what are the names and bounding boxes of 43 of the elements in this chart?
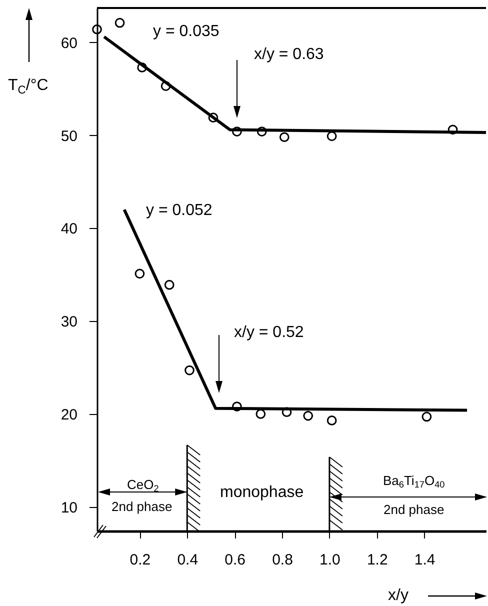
x-tick-label: 0.6 <box>224 552 246 568</box>
annotation: monophase <box>220 484 304 501</box>
point <box>232 126 242 136</box>
y-tick-label: 50 <box>60 128 78 145</box>
series-label: y = 0.052 <box>146 202 212 219</box>
x-tick-label: 0.2 <box>130 552 151 568</box>
annotation: CeO$_{2}$ <box>127 477 159 494</box>
annotation: 2nd phase <box>384 502 444 517</box>
point <box>232 402 242 412</box>
point <box>256 126 267 136</box>
point <box>326 416 337 426</box>
x-tick-label: 0.8 <box>272 552 293 568</box>
point <box>422 412 432 422</box>
x-tick-label: 1.0 <box>320 552 340 568</box>
point <box>282 407 292 418</box>
y-tick-label: 20 <box>60 406 78 424</box>
point <box>114 18 125 28</box>
point <box>256 409 266 419</box>
point <box>184 365 194 376</box>
x-tick-label: 1.2 <box>366 552 388 568</box>
series-label: y = 0.035 <box>153 23 220 40</box>
annotation: x/y = 0.63 <box>254 46 324 63</box>
x-tick-label: 1.4 <box>414 552 436 568</box>
point <box>164 280 174 290</box>
point <box>448 124 458 135</box>
point <box>279 132 290 142</box>
point <box>208 112 218 123</box>
point <box>326 131 337 142</box>
y-tick-label: 30 <box>60 314 78 331</box>
y-tick-label: 40 <box>60 220 78 238</box>
point <box>303 410 314 421</box>
annotation: 2nd phase <box>112 499 172 514</box>
annotation: x/y = 0.52 <box>234 324 304 341</box>
point <box>160 81 171 91</box>
point <box>92 24 102 34</box>
y-tick-label: 10 <box>60 499 78 516</box>
y-tick-label: 60 <box>60 34 78 52</box>
point <box>137 62 147 72</box>
point <box>134 268 145 279</box>
annotation: Ba$_{6}$Ti$_{17}$O$_{40}$ <box>383 473 445 490</box>
x-axis-title: x/y <box>388 587 408 604</box>
x-tick-label: 0.4 <box>177 552 198 568</box>
y-axis-title: T$_{C}$/°C <box>8 77 48 96</box>
